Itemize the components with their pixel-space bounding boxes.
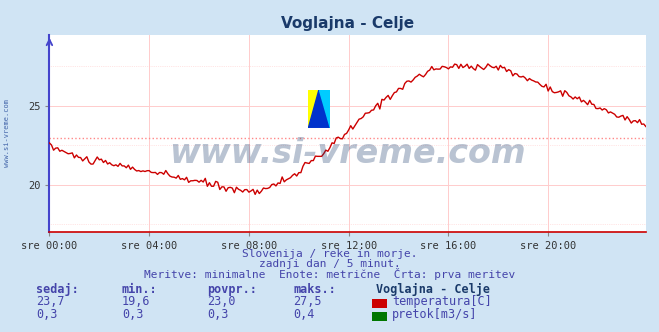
Text: 0,3: 0,3 (208, 308, 229, 321)
Text: www.si-vreme.com: www.si-vreme.com (169, 137, 526, 170)
Text: maks.:: maks.: (293, 283, 336, 296)
Text: zadnji dan / 5 minut.: zadnji dan / 5 minut. (258, 259, 401, 269)
Text: 0,3: 0,3 (122, 308, 143, 321)
Text: 27,5: 27,5 (293, 295, 322, 308)
Text: Meritve: minimalne  Enote: metrične  Črta: prva meritev: Meritve: minimalne Enote: metrične Črta:… (144, 268, 515, 280)
Text: sedaj:: sedaj: (36, 283, 79, 296)
Text: Slovenija / reke in morje.: Slovenija / reke in morje. (242, 249, 417, 259)
Text: Voglajna - Celje: Voglajna - Celje (376, 283, 490, 296)
Title: Voglajna - Celje: Voglajna - Celje (281, 16, 415, 31)
Text: 0,3: 0,3 (36, 308, 57, 321)
Polygon shape (308, 90, 330, 128)
Text: www.si-vreme.com: www.si-vreme.com (3, 99, 10, 167)
Polygon shape (308, 90, 319, 128)
Polygon shape (319, 90, 330, 128)
Text: 23,0: 23,0 (208, 295, 236, 308)
Text: pretok[m3/s]: pretok[m3/s] (392, 308, 478, 321)
Text: povpr.:: povpr.: (208, 283, 258, 296)
Text: min.:: min.: (122, 283, 158, 296)
Text: temperatura[C]: temperatura[C] (392, 295, 492, 308)
Text: 19,6: 19,6 (122, 295, 150, 308)
Text: 23,7: 23,7 (36, 295, 65, 308)
Text: 0,4: 0,4 (293, 308, 314, 321)
